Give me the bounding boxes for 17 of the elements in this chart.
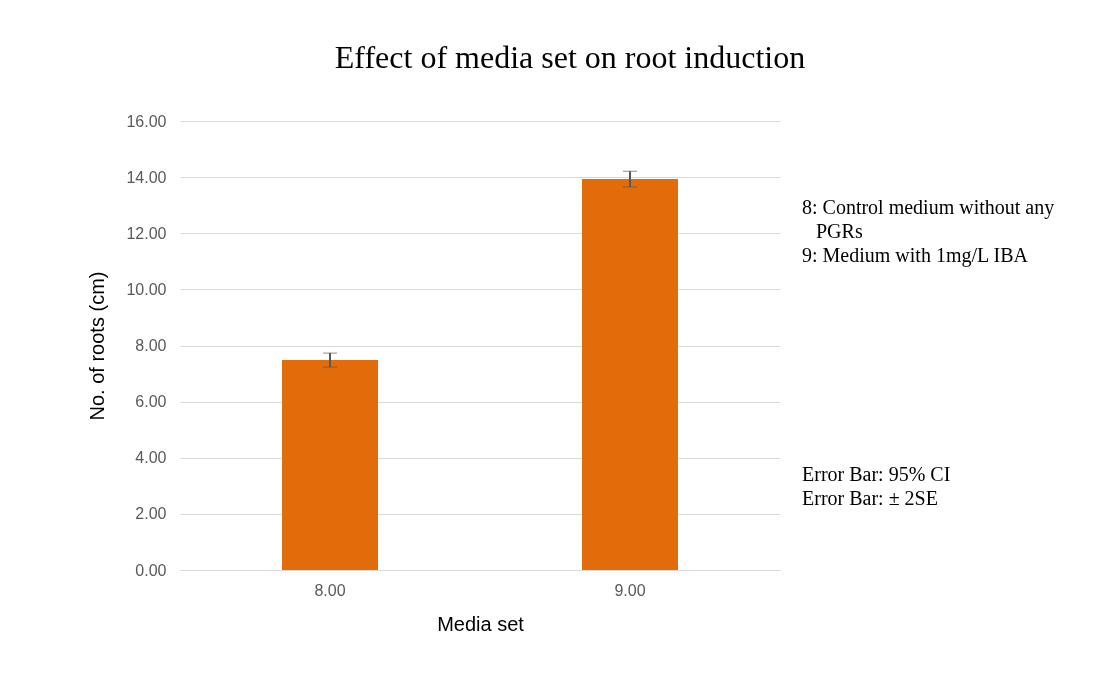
y-tick-label: 16.00 [126,112,167,130]
y-tick-label: 12.00 [126,224,167,242]
y-tick-label: 0.00 [135,561,167,579]
y-axis-title: No. of roots (cm) [86,271,109,421]
y-tick-label: 10.00 [126,280,167,298]
y-tick-label: 2.00 [135,505,167,523]
x-axis-title: Media set [437,612,525,635]
text: 9: Medium with 1mg/L IBA [802,243,1029,267]
x-tick-label: 9.00 [614,581,646,599]
y-tick-label: 14.00 [126,168,167,186]
text: Error Bar: 95% CI [802,462,952,486]
y-tick-label: 4.00 [135,449,167,467]
text: Error Bar: ± 2SE [802,486,939,510]
text: 8: Control medium without any PGRs [802,195,1056,243]
y-tick-label: 6.00 [135,393,167,411]
chart-title: Effect of media set on root induction [334,39,806,75]
y-tick-label: 8.00 [135,337,167,354]
